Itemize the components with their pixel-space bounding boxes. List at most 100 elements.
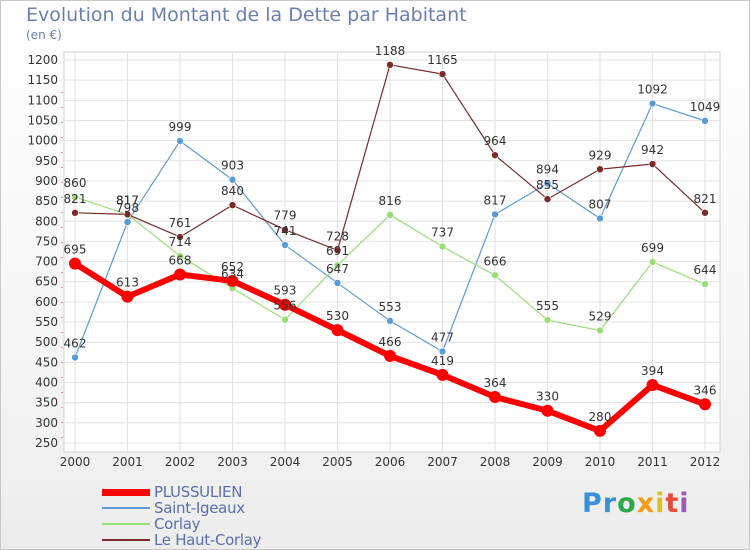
brand-letter: r <box>602 488 618 519</box>
data-label: 1165 <box>427 53 458 67</box>
y-tick-label: 1150 <box>27 73 58 87</box>
data-label: 477 <box>431 330 454 344</box>
data-label: 840 <box>221 184 244 198</box>
data-label: 364 <box>484 376 507 390</box>
series-point-2 <box>281 315 289 324</box>
data-label: 555 <box>536 299 559 313</box>
data-label: 728 <box>326 229 349 243</box>
y-tick-label: 450 <box>35 355 58 369</box>
series-point-1 <box>281 241 289 249</box>
legend-swatch <box>102 539 150 541</box>
y-tick-label: 750 <box>35 234 58 248</box>
series-point-0 <box>121 290 134 303</box>
data-label: 903 <box>221 159 244 173</box>
x-tick-label: 2006 <box>375 455 406 469</box>
data-label: 647 <box>326 262 349 276</box>
series-point-2 <box>596 326 604 335</box>
legend-label: Le Haut-Corlay <box>154 531 262 549</box>
y-tick-label: 550 <box>35 315 58 329</box>
x-tick-label: 2005 <box>322 455 353 469</box>
x-tick-label: 2001 <box>112 455 143 469</box>
data-label: 280 <box>589 410 612 424</box>
series-point-2 <box>438 242 447 251</box>
series-point-3 <box>176 233 184 241</box>
y-tick-label: 800 <box>35 214 58 228</box>
y-tick-label: 500 <box>35 335 58 349</box>
data-label-layer: 462 798 999 903 741 647 553 477 817 894 807 1092 104… <box>64 44 721 424</box>
data-label: 821 <box>694 192 717 206</box>
y-tick-label: 600 <box>35 295 58 309</box>
data-label: 668 <box>169 253 192 267</box>
series-point-2 <box>543 316 552 324</box>
series-point-3 <box>281 225 289 234</box>
series-point-3 <box>123 210 132 219</box>
series-point-3 <box>228 201 237 209</box>
series-point-3 <box>543 195 552 203</box>
y-tick-label: 650 <box>35 275 58 289</box>
series-point-1 <box>386 317 394 325</box>
series-point-1 <box>176 137 184 145</box>
data-label: 1092 <box>637 83 668 97</box>
x-tick-label: 2003 <box>217 455 248 469</box>
x-tick-label: 2008 <box>480 455 511 469</box>
brand-letter: i <box>655 488 666 519</box>
axis-layer: 250 300 350 400 450 500 550 600 650 700 750 800 850 9… <box>27 53 720 469</box>
legend-item: Le Haut-Corlay <box>102 531 262 549</box>
brand-letter: i <box>679 488 690 519</box>
brand-letter: t <box>665 488 680 519</box>
legend-label: Corlay <box>154 515 201 533</box>
data-label: 816 <box>379 194 402 208</box>
data-label: 394 <box>641 364 664 378</box>
data-label: 466 <box>379 335 402 349</box>
series-point-2 <box>71 193 79 201</box>
legend-swatch <box>102 523 150 525</box>
x-tick-label: 2009 <box>532 455 563 469</box>
x-tick-label: 2007 <box>427 455 458 469</box>
series-point-0 <box>436 368 449 381</box>
y-tick-label: 700 <box>35 255 58 269</box>
y-tick-label: 1000 <box>27 134 58 148</box>
data-label: 855 <box>536 178 559 192</box>
series-point-1 <box>543 179 552 188</box>
data-label: 695 <box>64 243 87 257</box>
y-tick-label: 900 <box>35 174 58 188</box>
x-tick-label: 2000 <box>60 455 91 469</box>
brand-letter: P <box>582 488 603 519</box>
series-point-2 <box>648 258 657 266</box>
data-label: 530 <box>326 309 349 323</box>
series-point-1 <box>596 214 604 223</box>
series-point-3 <box>333 246 342 255</box>
y-tick-label: 250 <box>35 436 58 450</box>
series-point-1 <box>228 175 237 184</box>
data-label: 346 <box>694 383 717 397</box>
series-point-2 <box>491 271 499 280</box>
series-point-3 <box>491 151 499 159</box>
y-tick-label: 300 <box>35 416 58 430</box>
chart-subtitle: (en €) <box>26 28 62 42</box>
data-label: 860 <box>64 176 87 190</box>
series-layer <box>69 61 711 437</box>
data-label: 652 <box>221 260 244 274</box>
series-point-0 <box>699 398 711 411</box>
x-tick-label: 2012 <box>690 455 721 469</box>
series-point-0 <box>384 349 396 362</box>
data-label: 613 <box>116 276 139 290</box>
data-label: 1049 <box>690 100 721 114</box>
y-tick-label: 400 <box>35 376 58 390</box>
legend-label: Saint-Igeaux <box>154 499 245 517</box>
brand-logo: Proxiti <box>582 488 690 519</box>
brand-letter: x <box>636 488 656 519</box>
y-tick-label: 950 <box>35 154 58 168</box>
series-point-0 <box>69 257 81 270</box>
data-label: 964 <box>484 134 507 148</box>
data-label: 330 <box>536 390 559 404</box>
series-point-1 <box>491 210 499 219</box>
series-point-1 <box>438 347 447 356</box>
series-point-0 <box>646 378 659 391</box>
data-label: 644 <box>694 263 717 277</box>
data-label: 929 <box>589 148 612 162</box>
x-tick-label: 2010 <box>585 455 616 469</box>
x-tick-label: 2002 <box>165 455 196 469</box>
series-point-2 <box>176 252 184 260</box>
series-point-3 <box>386 61 394 69</box>
